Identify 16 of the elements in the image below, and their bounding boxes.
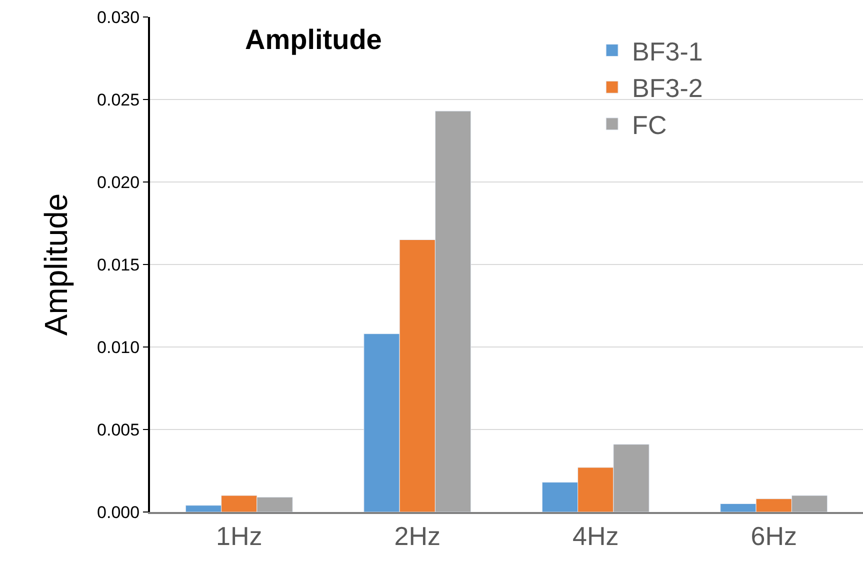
legend-label: FC bbox=[632, 110, 667, 140]
legend-label: BF3-2 bbox=[632, 73, 703, 104]
y-tick-label: 0.010 bbox=[97, 338, 140, 357]
x-tick-label: 4Hz bbox=[572, 521, 619, 552]
y-axis-title: Amplitude bbox=[38, 193, 74, 336]
y-tick-label: 0.000 bbox=[97, 502, 140, 522]
x-tick-label: 1Hz bbox=[216, 521, 262, 552]
chart-title: Amplitude bbox=[245, 24, 382, 55]
y-tick-label: 0.005 bbox=[97, 420, 140, 440]
x-tick-label: 6Hz bbox=[750, 521, 798, 552]
y-tick-label: 0.015 bbox=[97, 255, 140, 274]
y-tick-label: 0.025 bbox=[97, 90, 140, 110]
y-tick-label: 0.030 bbox=[97, 8, 140, 27]
legend-label: BF3-1 bbox=[632, 36, 703, 66]
x-tick-label: 2Hz bbox=[394, 521, 441, 552]
y-tick-label: 0.020 bbox=[97, 172, 140, 192]
